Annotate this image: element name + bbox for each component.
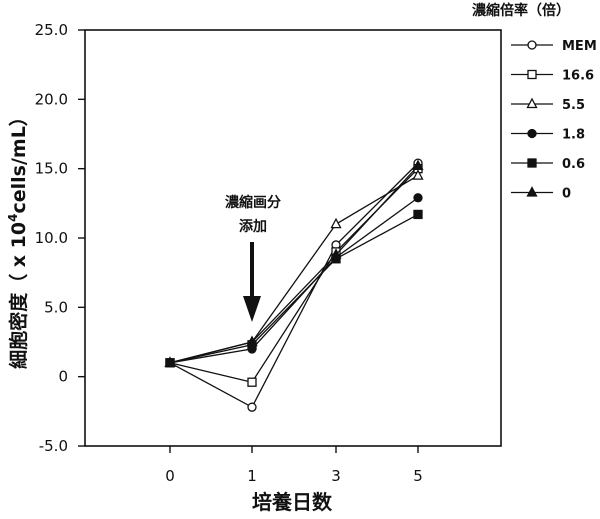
x-axis-label: 培養日数: [252, 490, 333, 514]
annotation-line-2: 添加: [239, 218, 267, 235]
series-0: [165, 158, 423, 412]
series-line: [169, 175, 419, 364]
x-tick-label: 1: [247, 467, 257, 485]
data-point: [412, 159, 424, 171]
y-tick-label: 5.0: [44, 298, 68, 316]
legend-label: 0: [562, 187, 571, 202]
data-point: [330, 217, 342, 229]
x-tick-label: 5: [413, 467, 423, 485]
legend-entry: 5.5: [511, 97, 585, 113]
annotation: 濃縮画分 添加: [225, 194, 281, 322]
data-point: [164, 356, 176, 367]
plot-frame: [84, 29, 502, 447]
data-point: [330, 248, 342, 259]
series-5: [164, 159, 424, 367]
legend-label: 1.8: [562, 128, 585, 143]
annotation-line-1: 濃縮画分: [225, 194, 281, 211]
legend-entry: 0: [511, 186, 571, 202]
series-line: [169, 162, 419, 409]
y-axis-label-main: 細胞密度（ x 10: [7, 222, 30, 369]
series-layer: [164, 158, 424, 412]
data-point: [412, 169, 424, 180]
legend-marker: [526, 186, 538, 197]
y-tick-label: 15.0: [35, 160, 68, 178]
legend-label: 0.6: [562, 157, 585, 172]
series-line: [169, 213, 419, 364]
legend-label: 16.6: [562, 69, 594, 84]
legend-marker: [526, 97, 538, 109]
y-tick-label: 0: [58, 368, 68, 386]
y-tick-label: 25.0: [35, 21, 68, 39]
series-line: [169, 165, 419, 364]
legend-marker: [527, 128, 537, 139]
series-3: [165, 193, 423, 368]
series-2: [164, 169, 424, 367]
y-axis: -5.0 0 5.0 10.0 15.0 20.0 25.0: [35, 21, 85, 455]
x-axis: 0 1 3 5: [165, 446, 423, 485]
y-tick-label: -5.0: [39, 437, 68, 455]
data-point: [247, 402, 257, 412]
x-tick-label: 3: [331, 467, 341, 485]
y-axis-label-superscript: 4: [6, 214, 20, 222]
legend-entry: 16.6: [511, 69, 594, 84]
y-axis-label: 細胞密度（ x 104cells/mL）: [6, 107, 30, 369]
legend-entry: MEM: [511, 39, 597, 54]
legend-marker: [527, 158, 537, 168]
legend-title: 濃縮倍率（倍）: [472, 2, 570, 19]
legend-entry: 0.6: [511, 157, 585, 172]
annotation-arrow-head: [243, 296, 261, 322]
data-point: [413, 193, 423, 203]
x-tick-label: 0: [165, 467, 175, 485]
y-tick-label: 20.0: [35, 90, 68, 108]
legend: MEM 16.6 5.5 1.8 0.6 0: [511, 39, 597, 202]
series-4: [165, 209, 423, 368]
data-point: [247, 377, 257, 387]
legend-label: 5.5: [562, 98, 585, 113]
legend-marker: [527, 69, 537, 80]
y-axis-label-tail: cells/mL）: [7, 107, 30, 213]
data-point: [413, 209, 423, 220]
legend-entry: 1.8: [511, 128, 585, 143]
series-line: [169, 197, 419, 364]
legend-label: MEM: [562, 39, 597, 54]
data-point: [246, 335, 258, 347]
legend-marker: [527, 40, 537, 50]
y-tick-label: 10.0: [35, 229, 68, 247]
